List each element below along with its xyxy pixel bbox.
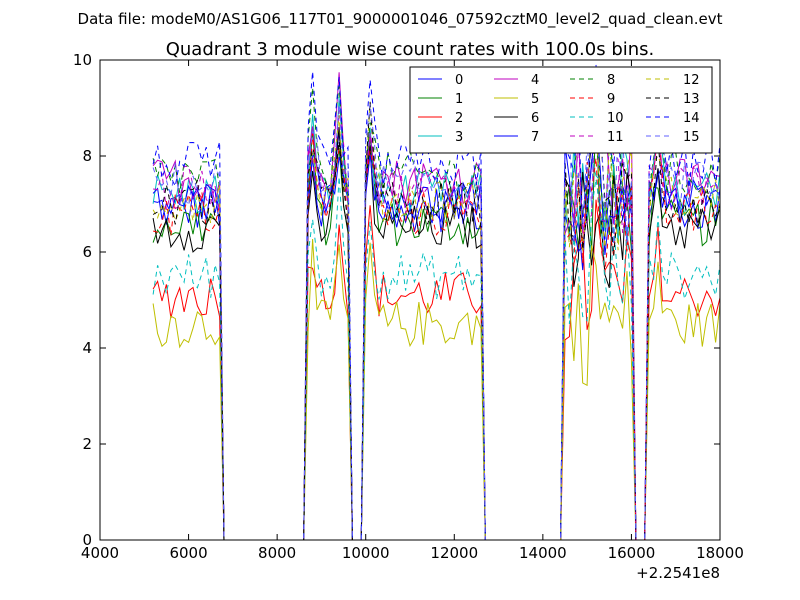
y-tick-label: 10 (73, 51, 92, 69)
legend-label-14: 14 (683, 111, 700, 126)
axes-ticks: 4000 6000 8000 10000 12000 14000 16000 18000 0 2 4… (73, 51, 744, 562)
legend-label-6: 6 (531, 111, 539, 126)
x-tick-label: 8000 (258, 544, 296, 562)
legend-label-15: 15 (683, 130, 700, 145)
x-tick-label: 16000 (608, 544, 656, 562)
legend-label-8: 8 (607, 73, 615, 88)
series-line-13 (152, 101, 721, 541)
series-line-9 (152, 123, 721, 541)
legend-label-12: 12 (683, 73, 700, 88)
y-tick-label: 8 (82, 147, 92, 165)
legend-label-3: 3 (455, 130, 463, 145)
chart-title: Quadrant 3 module wise count rates with … (166, 39, 655, 60)
x-tick-label: 6000 (169, 544, 207, 562)
legend-label-1: 1 (455, 92, 463, 107)
y-tick-label: 6 (82, 243, 92, 261)
x-axis-offset-label: +2.2541e8 (636, 564, 720, 582)
x-tick-label: 12000 (430, 544, 478, 562)
legend-label-13: 13 (683, 92, 700, 107)
y-tick-label: 0 (82, 531, 92, 549)
legend-box (409, 66, 713, 154)
legend-label-5: 5 (531, 92, 539, 107)
data-file-label: Data file: modeM0/AS1G06_117T01_90000010… (78, 10, 723, 29)
x-tick-label: 18000 (696, 544, 744, 562)
plot-area-frame (99, 59, 721, 541)
legend-label-2: 2 (455, 111, 463, 126)
legend-label-4: 4 (531, 73, 539, 88)
x-tick-label: 10000 (342, 544, 390, 562)
legend-label-9: 9 (607, 92, 615, 107)
x-tick-label: 14000 (519, 544, 567, 562)
y-tick-label: 2 (82, 435, 92, 453)
legend-label-0: 0 (455, 73, 463, 88)
y-tick-label: 4 (82, 339, 92, 357)
series-line-15 (152, 64, 721, 541)
legend-label-11: 11 (607, 130, 624, 145)
x-tick-label: 4000 (81, 544, 119, 562)
series-line-5 (152, 238, 721, 541)
series-line-10 (152, 176, 721, 541)
legend-label-10: 10 (607, 111, 624, 126)
legend-label-7: 7 (531, 130, 539, 145)
